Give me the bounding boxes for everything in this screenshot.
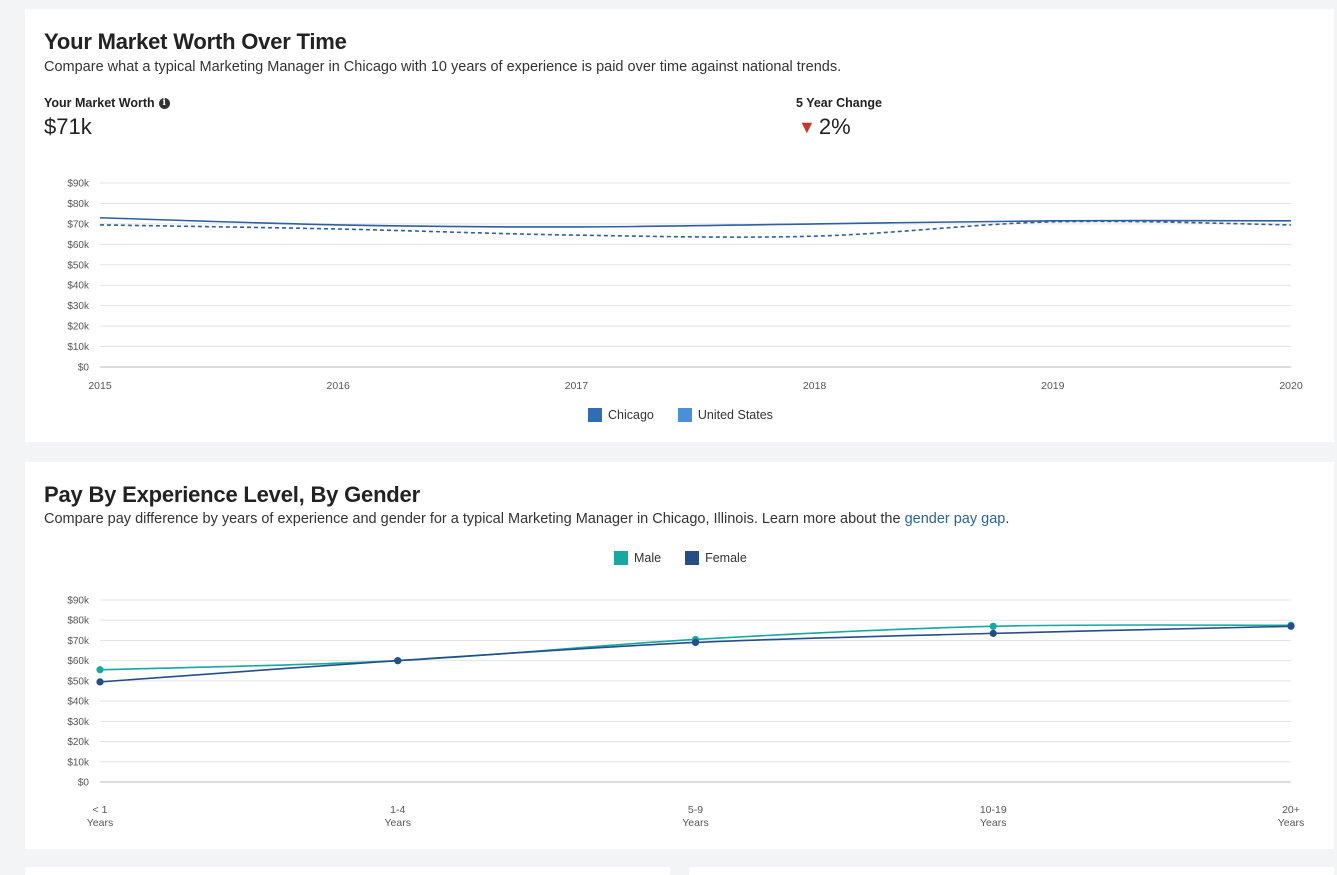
market-worth-label-text: Your Market Worth xyxy=(44,96,155,110)
y-tick-label: $20k xyxy=(67,737,90,748)
down-arrow-icon: ▼ xyxy=(798,116,816,137)
y-tick-label: $60k xyxy=(67,656,90,667)
y-tick-label: $80k xyxy=(67,616,90,627)
legend-item-united-states[interactable]: United States xyxy=(677,408,773,422)
gender-pay-subtitle: Compare pay difference by years of exper… xyxy=(44,511,1009,527)
x-tick-label: 2015 xyxy=(88,380,112,392)
data-point-male xyxy=(96,666,104,674)
legend-swatch-male xyxy=(614,551,628,565)
y-tick-label: $30k xyxy=(67,301,90,312)
gender-pay-gap-link[interactable]: gender pay gap xyxy=(904,511,1006,527)
gender-pay-title: Pay By Experience Level, By Gender xyxy=(44,482,420,507)
legend-label-female: Female xyxy=(705,551,747,565)
series-line-united-states xyxy=(99,220,1292,238)
x-tick-label: 2020 xyxy=(1279,380,1303,392)
legend-item-female[interactable]: Female xyxy=(685,551,747,565)
five-year-change-percent: 2% xyxy=(818,114,851,139)
x-tick-label: Years xyxy=(87,817,113,829)
legend-label-male: Male xyxy=(634,551,662,565)
y-tick-label: $80k xyxy=(67,199,90,210)
market-worth-legend: Chicago United States xyxy=(588,408,773,422)
y-tick-label: $30k xyxy=(67,717,90,728)
gender-pay-legend: Male Female xyxy=(614,551,747,565)
x-tick-label: Years xyxy=(682,817,708,829)
five-year-change-value: ▼ 2% xyxy=(798,114,851,140)
bottom-left-card xyxy=(25,867,670,875)
y-tick-label: $90k xyxy=(67,596,90,607)
legend-swatch-united-states xyxy=(677,408,692,422)
gender-pay-card: Pay By Experience Level, By Gender Compa… xyxy=(25,462,1334,849)
bottom-right-card xyxy=(689,867,1334,875)
y-tick-label: $0 xyxy=(78,778,90,789)
market-worth-subtitle: Compare what a typical Marketing Manager… xyxy=(44,59,842,75)
five-year-change-label: 5 Year Change xyxy=(796,96,882,110)
y-tick-label: $20k xyxy=(67,322,90,333)
legend-label-united-states: United States xyxy=(697,408,773,422)
data-point-male xyxy=(989,622,997,630)
data-point-female xyxy=(1287,622,1295,630)
y-tick-label: $50k xyxy=(67,260,90,271)
market-worth-value: $71k xyxy=(44,114,92,139)
y-tick-label: $40k xyxy=(67,281,90,292)
series-line-female xyxy=(99,625,1292,683)
info-icon[interactable]: i xyxy=(158,97,170,109)
x-tick-label: Years xyxy=(1278,817,1304,829)
data-point-female xyxy=(989,629,997,637)
legend-item-chicago[interactable]: Chicago xyxy=(588,408,654,422)
x-tick-label: 5-9 xyxy=(688,804,703,816)
y-tick-label: $60k xyxy=(67,240,90,251)
x-tick-label: 20+ xyxy=(1282,804,1300,816)
y-tick-label: $90k xyxy=(67,179,90,190)
x-tick-label: 10-19 xyxy=(980,804,1007,816)
y-tick-label: $10k xyxy=(67,342,90,353)
market-worth-label: Your Market Worth i xyxy=(44,96,170,110)
data-point-female xyxy=(691,638,700,647)
x-tick-label: Years xyxy=(385,817,411,829)
data-point-female xyxy=(96,678,104,686)
legend-swatch-chicago xyxy=(588,408,602,422)
x-tick-label: Years xyxy=(980,817,1006,829)
x-tick-label: 2018 xyxy=(803,380,827,392)
gender-pay-subtitle-text: Compare pay difference by years of exper… xyxy=(44,511,905,527)
y-tick-label: $40k xyxy=(67,697,90,708)
market-worth-chart: $0 $10k $20k $30k $40k $50k $60k $70k $80k $90k 20… xyxy=(67,179,1303,393)
gender-pay-subtitle-end: . xyxy=(1005,511,1010,527)
y-tick-label: $70k xyxy=(67,219,90,230)
market-worth-card: Your Market Worth Over Time Compare what… xyxy=(25,9,1334,442)
x-tick-label: 2016 xyxy=(327,380,351,392)
gender-pay-chart: $0 $10k $20k $30k $40k $50k $60k $70k $80k $90k < … xyxy=(67,596,1304,830)
x-tick-label: 1-4 xyxy=(390,804,405,816)
data-point-female xyxy=(394,657,402,665)
legend-item-male[interactable]: Male xyxy=(614,551,661,565)
y-tick-label: $50k xyxy=(67,676,90,687)
y-tick-label: $0 xyxy=(78,363,90,374)
x-tick-label: < 1 xyxy=(93,804,108,816)
series-line-male xyxy=(99,624,1292,671)
legend-label-chicago: Chicago xyxy=(608,408,654,422)
x-tick-label: 2019 xyxy=(1041,380,1065,392)
y-tick-label: $70k xyxy=(67,636,90,647)
market-worth-title: Your Market Worth Over Time xyxy=(44,29,347,54)
legend-swatch-female xyxy=(685,551,700,565)
y-tick-label: $10k xyxy=(67,757,90,768)
x-tick-label: 2017 xyxy=(565,380,589,392)
series-line-chicago xyxy=(99,216,1292,228)
